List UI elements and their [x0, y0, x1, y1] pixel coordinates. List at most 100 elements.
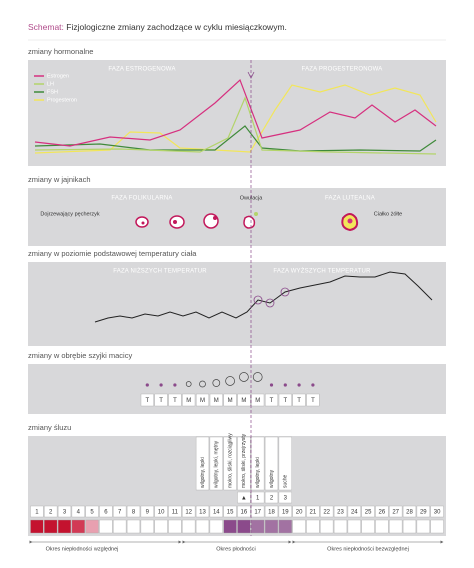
- phase-label: FAZA WYŻSZYCH TEMPERATUR: [273, 268, 371, 275]
- cervix-cell: [168, 393, 182, 407]
- day-cell: [182, 505, 196, 518]
- day-number: 5: [90, 510, 94, 516]
- day-color: [195, 519, 210, 534]
- day-cell: [140, 505, 154, 518]
- peak-mark: 1: [256, 496, 260, 502]
- day-number: 28: [406, 510, 413, 516]
- mucus-description: wilgotny, lepki, mętny: [214, 440, 220, 488]
- day-color: [361, 519, 375, 534]
- day-cell: [430, 505, 444, 518]
- day-color: [57, 519, 72, 534]
- day-number: 11: [172, 510, 179, 516]
- day-color: [292, 519, 306, 534]
- day-color: [168, 519, 182, 534]
- cervix-letter: M: [200, 398, 205, 404]
- day-color: [375, 519, 389, 534]
- cervix-letter: T: [159, 398, 163, 404]
- day-color: [113, 519, 127, 534]
- day-number: 15: [227, 510, 234, 516]
- legend-label: Progesteron: [47, 97, 77, 103]
- day-number: 30: [434, 510, 441, 516]
- day-cell: [71, 505, 85, 518]
- cervix-circles: [145, 372, 315, 388]
- temperature-marks: [253, 287, 290, 308]
- day-cell: [375, 505, 389, 518]
- cervix-letter: M: [186, 398, 191, 404]
- fsh-curve: [34, 125, 437, 152]
- day-number: 24: [351, 510, 358, 516]
- ovulation-arrow: [247, 71, 255, 79]
- legend-label: Estrogen: [47, 73, 69, 79]
- day-cell: [347, 505, 361, 518]
- panel: [28, 364, 446, 414]
- cervix-letter: M: [214, 398, 219, 404]
- title: Schemat: Fizjologiczne zmiany zachodzące…: [28, 22, 287, 32]
- day-cell: [416, 505, 430, 518]
- mucus-row: wilgotny, lepki wilgotny, lepki, mętny mok…: [195, 433, 292, 504]
- day-number: 20: [296, 510, 303, 516]
- day-color: [71, 519, 85, 534]
- day-number: 6: [104, 510, 108, 516]
- title-text: Fizjologiczne zmiany zachodzące w cyklu …: [66, 22, 287, 32]
- peak-mark: 3: [284, 496, 288, 502]
- day-number: 14: [213, 510, 220, 516]
- day-cell: [30, 505, 44, 518]
- day-cell: [168, 505, 182, 518]
- section-label: zmiany śluzu: [28, 423, 71, 432]
- day-number: 1: [35, 510, 39, 516]
- cervix-cell: [195, 393, 209, 407]
- day-color: [251, 519, 265, 534]
- mucus-cell: [264, 436, 279, 491]
- day-cell: [154, 505, 168, 518]
- cervix-letter: T: [297, 398, 301, 404]
- day-cell: [57, 505, 72, 518]
- day-cell: [264, 505, 279, 518]
- mucus-cell: [251, 436, 265, 491]
- day-cell: [361, 505, 375, 518]
- day-cell: [44, 505, 58, 518]
- cervix-letter: T: [311, 398, 315, 404]
- cervix-letter: M: [255, 398, 260, 404]
- legend-label: FSH: [47, 89, 58, 95]
- day-color: [44, 519, 58, 534]
- day-number: 23: [337, 510, 344, 516]
- day-cell: [237, 505, 251, 518]
- day-cell: [402, 505, 417, 518]
- day-color: [140, 519, 154, 534]
- mucus-cell: [209, 436, 223, 491]
- day-color: [85, 519, 99, 534]
- mucus-description: wilgotny, lepki: [200, 457, 206, 488]
- peak-cell: [237, 491, 251, 504]
- day-number: 17: [254, 510, 261, 516]
- temperature-curve: [94, 271, 433, 323]
- panel: [28, 262, 446, 346]
- phase-label: FAZA NIŻSZYCH TEMPERATUR: [113, 268, 207, 275]
- day-cell: [85, 505, 99, 518]
- day-number: 13: [199, 510, 206, 516]
- mucus-cell: [195, 436, 210, 491]
- progesteron-curve: [34, 84, 437, 154]
- day-color: [306, 519, 320, 534]
- day-number: 26: [379, 510, 386, 516]
- day-number: 8: [132, 510, 136, 516]
- panel: [28, 436, 446, 536]
- period-label: Okres niepłodności względnej: [46, 546, 119, 552]
- day-cell: [333, 505, 348, 518]
- day-color: [333, 519, 348, 534]
- day-color: [126, 519, 141, 534]
- phase-label: FAZA LUTEALNA: [325, 196, 375, 202]
- day-cell: [278, 505, 292, 518]
- phase-label: FAZA FOLIKULARNA: [111, 196, 172, 202]
- day-number: 16: [241, 510, 248, 516]
- day-cell: [113, 505, 127, 518]
- day-color: [99, 519, 113, 534]
- cervix-cell: [265, 393, 279, 407]
- lh-curve: [34, 96, 437, 155]
- cervix-cell: [182, 393, 196, 407]
- day-color: [237, 519, 251, 534]
- mucus-description: mokro, śliski, rozciągliwy: [227, 433, 233, 488]
- day-cell: [99, 505, 113, 518]
